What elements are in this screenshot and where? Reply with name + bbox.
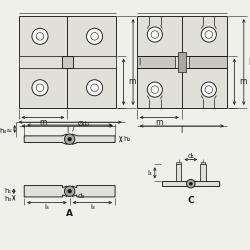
Bar xyxy=(137,56,174,68)
Text: m: m xyxy=(239,77,246,86)
Circle shape xyxy=(64,134,75,144)
Circle shape xyxy=(189,182,192,185)
Bar xyxy=(67,56,116,68)
Text: h₂: h₂ xyxy=(124,136,131,142)
Bar xyxy=(137,16,227,108)
Bar xyxy=(201,162,205,164)
Polygon shape xyxy=(24,186,67,197)
Bar xyxy=(189,56,227,68)
Circle shape xyxy=(186,180,195,188)
Text: d₁: d₁ xyxy=(187,153,194,159)
Polygon shape xyxy=(72,186,115,197)
Text: l: l xyxy=(66,126,68,135)
Circle shape xyxy=(64,186,75,196)
Circle shape xyxy=(68,138,71,141)
Text: l: l xyxy=(248,58,250,66)
Circle shape xyxy=(147,82,162,97)
Polygon shape xyxy=(72,134,115,144)
Text: d₃: d₃ xyxy=(77,193,84,199)
Circle shape xyxy=(32,80,48,96)
Text: l₄: l₄ xyxy=(147,170,152,176)
Circle shape xyxy=(68,190,71,193)
Text: m: m xyxy=(128,77,136,86)
Text: l₃: l₃ xyxy=(44,204,49,210)
Circle shape xyxy=(32,28,48,44)
Circle shape xyxy=(201,27,216,42)
Text: h₄≈: h₄≈ xyxy=(0,128,13,134)
Polygon shape xyxy=(24,134,67,144)
Bar xyxy=(18,16,116,108)
Bar xyxy=(18,56,67,68)
Text: l: l xyxy=(138,58,140,66)
Bar xyxy=(200,164,206,181)
Text: C: C xyxy=(188,196,194,205)
Bar xyxy=(176,164,181,181)
Bar xyxy=(62,56,73,68)
Text: m: m xyxy=(156,118,163,127)
Polygon shape xyxy=(162,181,219,186)
Bar xyxy=(178,52,186,72)
Text: A: A xyxy=(66,210,73,218)
Text: l: l xyxy=(181,126,183,135)
Text: h₁: h₁ xyxy=(5,188,12,194)
Bar xyxy=(176,162,181,164)
Text: Ød₂: Ød₂ xyxy=(77,121,90,127)
Bar xyxy=(62,56,73,68)
Circle shape xyxy=(147,27,162,42)
Circle shape xyxy=(201,82,216,97)
Circle shape xyxy=(86,80,103,96)
Text: l₃: l₃ xyxy=(90,204,95,210)
Circle shape xyxy=(86,28,103,44)
Text: m: m xyxy=(39,118,46,127)
Text: h₃: h₃ xyxy=(5,196,12,202)
